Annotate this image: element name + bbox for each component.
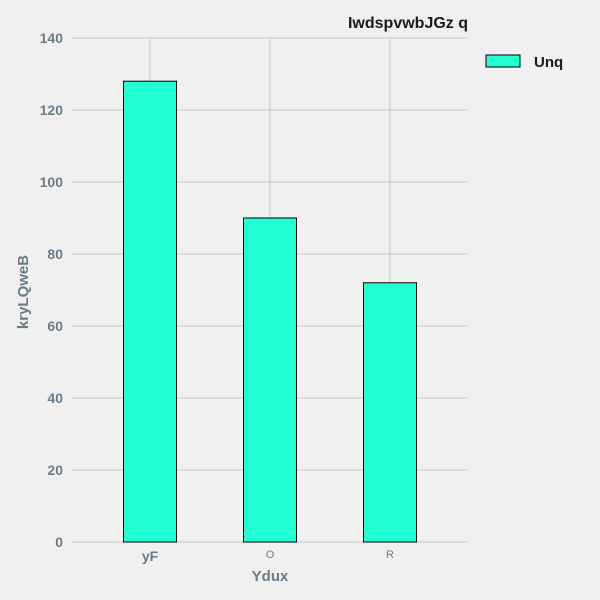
x-axis-ticks: yF O R bbox=[142, 548, 394, 564]
x-tick-label: R bbox=[386, 549, 394, 561]
y-tick-label: 100 bbox=[40, 174, 64, 190]
bar-r bbox=[363, 282, 417, 543]
chart-title: IwdspvwbJGz q bbox=[348, 15, 468, 32]
bars bbox=[123, 80, 417, 543]
y-tick-label: 40 bbox=[47, 390, 63, 406]
legend: Unq bbox=[485, 54, 563, 71]
y-tick-label: 80 bbox=[47, 246, 63, 262]
bar-yf bbox=[123, 80, 177, 543]
y-tick-label: 0 bbox=[55, 534, 63, 550]
y-axis-label: kryLQweB bbox=[15, 255, 32, 329]
y-tick-label: 120 bbox=[40, 102, 64, 118]
legend-swatch-unq bbox=[485, 54, 521, 68]
y-tick-label: 140 bbox=[40, 30, 64, 46]
x-axis-label: Ydux bbox=[252, 568, 289, 585]
legend-label-unq: Unq bbox=[534, 54, 563, 71]
y-tick-label: 20 bbox=[47, 462, 63, 478]
y-tick-label: 60 bbox=[47, 318, 63, 334]
bar-o bbox=[243, 217, 297, 543]
x-tick-label: O bbox=[266, 549, 275, 561]
x-tick-label: yF bbox=[142, 548, 159, 564]
y-axis-ticks: 0 20 40 60 80 100 120 140 bbox=[40, 30, 64, 550]
